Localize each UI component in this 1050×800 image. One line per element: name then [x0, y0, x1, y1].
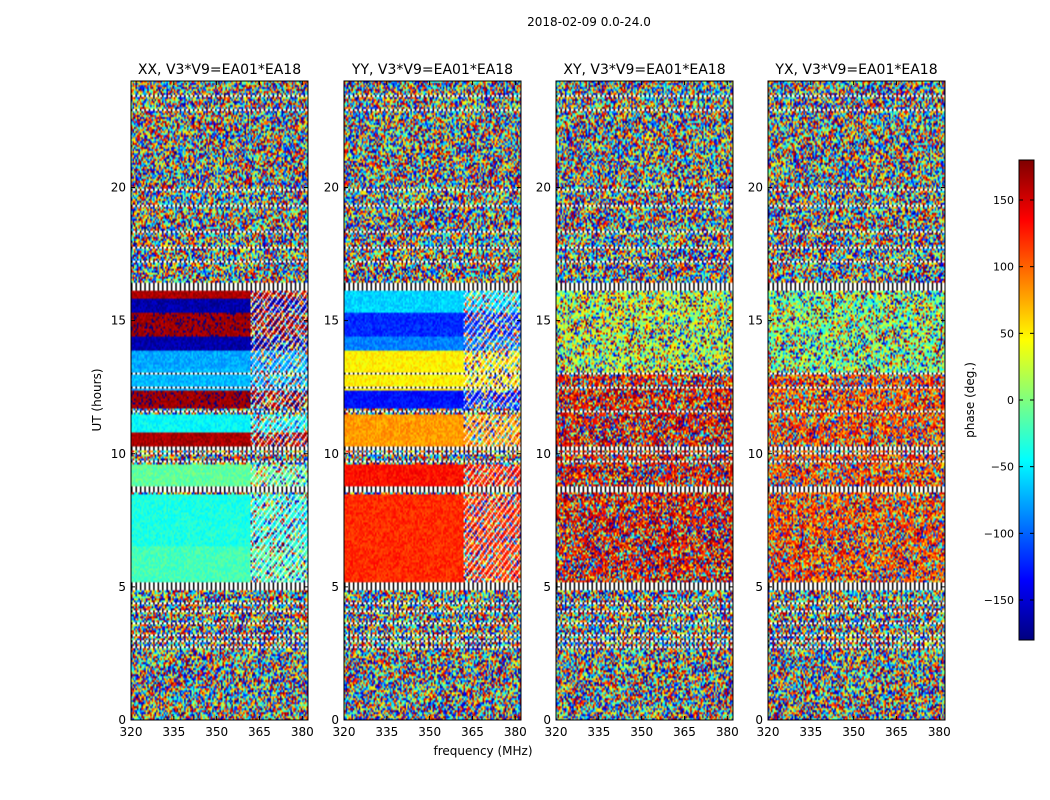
x-tick-label: 320: [545, 725, 568, 739]
x-tick-label: 335: [799, 725, 822, 739]
panel-3: XY, V3*V9=EA01*EA18 320 335 350 365 380 0 5 10 15…: [536, 62, 739, 739]
y-tick-label: 0: [755, 713, 763, 727]
panel-title: YX, V3*V9=EA01*EA18: [774, 62, 937, 78]
y-tick-label: 5: [331, 580, 339, 594]
y-tick-label: 10: [111, 447, 126, 461]
y-tick-label: 15: [748, 314, 763, 328]
x-tick-label: 335: [375, 725, 398, 739]
panel-heatmap: [131, 81, 308, 720]
y-tick-label: 15: [324, 314, 339, 328]
y-tick-label: 5: [543, 580, 551, 594]
colorbar-label: phase (deg.): [963, 362, 977, 438]
panel-heatmap: [556, 81, 733, 720]
colorbar-tick-label: 150: [993, 194, 1014, 207]
panel-frame: [767, 80, 946, 721]
y-tick-label: 5: [118, 580, 126, 594]
colorbar-tick-label: 0: [1007, 394, 1014, 407]
colorbar-tick-label: −50: [991, 461, 1014, 474]
y-tick-label: 20: [748, 181, 763, 195]
y-tick-label: 15: [536, 314, 551, 328]
y-tick-label: 20: [536, 181, 551, 195]
colorbar-tick-label: 100: [993, 261, 1014, 274]
colorbar: 150 100 50 0 −50 −100 −150: [984, 159, 1035, 641]
panel-4: YX, V3*V9=EA01*EA18 320 335 350 365 380 0 5 10 15…: [748, 62, 951, 739]
panel-frame: [343, 80, 522, 721]
x-tick-label: 350: [630, 725, 653, 739]
x-tick-label: 320: [333, 725, 356, 739]
y-axis-label: UT (hours): [90, 368, 104, 431]
x-tick-label: 335: [162, 725, 185, 739]
y-tick-label: 10: [748, 447, 763, 461]
panel-1: XX, V3*V9=EA01*EA18 320 335 350 365 380 0 5 10 15…: [111, 62, 314, 739]
colorbar-tick-label: 50: [1000, 327, 1014, 340]
panel-heatmap: [344, 81, 521, 720]
x-tick-label: 365: [885, 725, 908, 739]
y-tick-label: 20: [111, 181, 126, 195]
x-tick-label: 320: [120, 725, 143, 739]
x-tick-label: 350: [418, 725, 441, 739]
x-tick-label: 365: [248, 725, 271, 739]
y-tick-label: 0: [118, 713, 126, 727]
panel-frame: [555, 80, 734, 721]
x-tick-label: 350: [205, 725, 228, 739]
panel-frame: [130, 80, 309, 721]
panel-title: YY, V3*V9=EA01*EA18: [351, 62, 513, 78]
x-tick-label: 380: [716, 725, 739, 739]
y-tick-label: 0: [331, 713, 339, 727]
x-tick-label: 380: [504, 725, 527, 739]
x-tick-label: 380: [928, 725, 951, 739]
y-tick-label: 10: [324, 447, 339, 461]
colorbar-tick-label: −100: [984, 527, 1014, 540]
x-tick-label: 365: [673, 725, 696, 739]
colorbar-tick-label: −150: [984, 594, 1014, 607]
y-tick-label: 20: [324, 181, 339, 195]
panel-title: XX, V3*V9=EA01*EA18: [138, 62, 301, 78]
y-tick-label: 10: [536, 447, 551, 461]
x-tick-label: 380: [291, 725, 314, 739]
x-tick-label: 335: [587, 725, 610, 739]
x-axis-label: frequency (MHz): [433, 744, 532, 758]
x-tick-label: 365: [461, 725, 484, 739]
y-tick-label: 5: [755, 580, 763, 594]
panel-2: YY, V3*V9=EA01*EA18 320 335 350 365 380 0 5 10 15…: [324, 62, 527, 739]
panel-heatmap: [768, 81, 945, 720]
panels-group: XX, V3*V9=EA01*EA18 320 335 350 365 380 0 5 10 15…: [111, 62, 951, 739]
x-tick-label: 320: [757, 725, 780, 739]
x-tick-label: 350: [842, 725, 865, 739]
y-tick-label: 15: [111, 314, 126, 328]
y-tick-label: 0: [543, 713, 551, 727]
figure-title: 2018-02-09 0.0-24.0: [527, 15, 651, 29]
panel-title: XY, V3*V9=EA01*EA18: [563, 62, 725, 78]
